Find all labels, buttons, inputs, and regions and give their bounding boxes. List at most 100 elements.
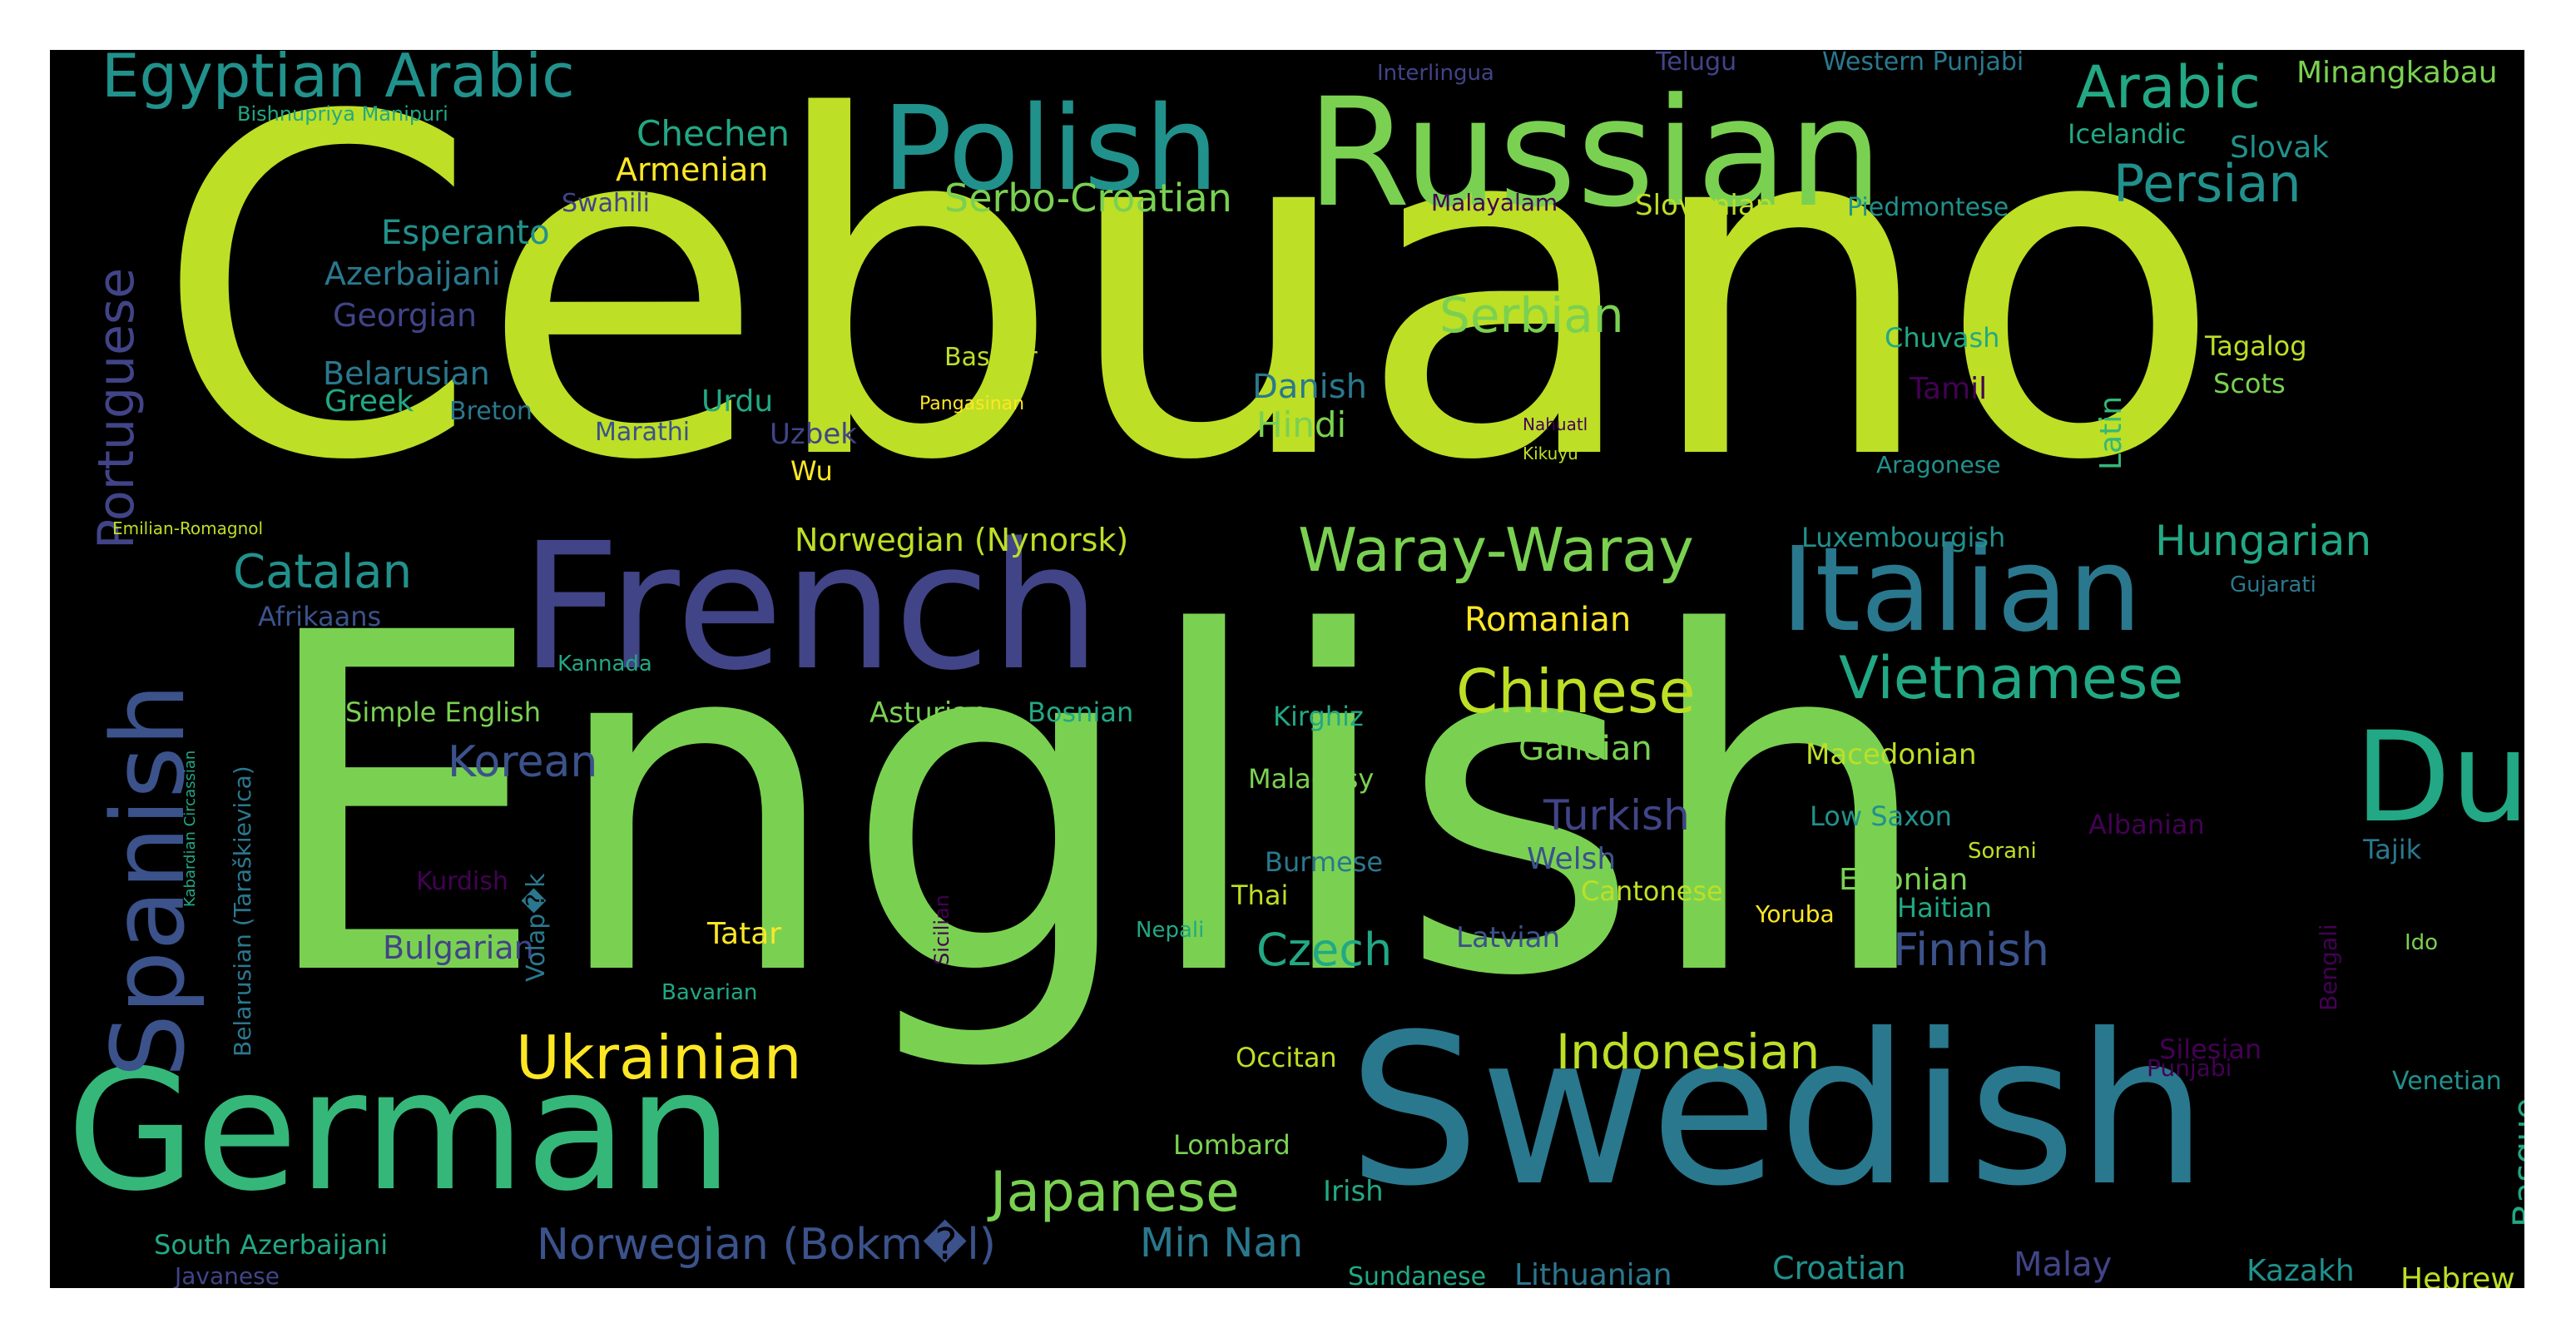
word-bishnupriya: Bishnupriya Manipuri xyxy=(237,102,448,126)
word-chechen: Chechen xyxy=(637,113,790,154)
word-venetian: Venetian xyxy=(2392,1067,2502,1096)
word-malay: Malay xyxy=(2014,1246,2113,1284)
word-norwegian-bokmal: Norwegian (Bokm�l) xyxy=(537,1220,997,1270)
word-afrikaans: Afrikaans xyxy=(258,601,382,632)
word-simple-english: Simple English xyxy=(345,696,541,728)
word-bosnian: Bosnian xyxy=(1028,696,1134,728)
word-belarusian-tarask: Belarusian (Taraškievica) xyxy=(229,766,256,1057)
word-sicilian: Sicilian xyxy=(930,894,954,965)
word-vietnamese: Vietnamese xyxy=(1839,644,2184,712)
word-south-azerbaijani: South Azerbaijani xyxy=(154,1229,389,1261)
word-hindi: Hindi xyxy=(1256,404,1347,445)
word-emilian: Emilian-Romagnol xyxy=(112,518,264,538)
word-georgian: Georgian xyxy=(333,297,478,334)
word-sundanese: Sundanese xyxy=(1348,1262,1487,1289)
word-bavarian: Bavarian xyxy=(661,980,758,1005)
word-armenian: Armenian xyxy=(616,151,769,188)
word-bengali: Bengali xyxy=(2315,924,2342,1011)
word-finnish: Finnish xyxy=(1893,924,2049,976)
word-kurdish: Kurdish xyxy=(416,867,509,896)
word-greek: Greek xyxy=(324,384,414,419)
word-korean: Korean xyxy=(448,737,598,787)
word-occitan: Occitan xyxy=(1236,1042,1337,1073)
word-macedonian: Macedonian xyxy=(1806,738,1977,771)
word-western-punjabi: Western Punjabi xyxy=(1822,50,2024,77)
word-volapuk: Volap�k xyxy=(522,873,551,982)
word-marathi: Marathi xyxy=(595,418,691,447)
word-kazakh: Kazakh xyxy=(2247,1254,2355,1288)
word-bashkir: Bashkir xyxy=(944,343,1038,372)
word-slovenian: Slovenian xyxy=(1635,189,1774,222)
word-latvian: Latvian xyxy=(1456,921,1561,954)
word-czech: Czech xyxy=(1256,924,1393,976)
word-burmese: Burmese xyxy=(1265,846,1384,878)
word-icelandic: Icelandic xyxy=(2068,118,2187,150)
word-japanese: Japanese xyxy=(990,1160,1240,1224)
word-scots: Scots xyxy=(2213,368,2286,399)
word-tagalog: Tagalog xyxy=(2205,330,2307,362)
word-breton: Breton xyxy=(449,397,533,426)
word-javanese: Javanese xyxy=(175,1262,280,1288)
word-serbo-croatian: Serbo-Croatian xyxy=(944,176,1232,221)
word-kirghiz: Kirghiz xyxy=(1273,701,1364,732)
word-catalan: Catalan xyxy=(233,545,413,599)
word-pangasinan: Pangasinan xyxy=(919,394,1025,414)
word-cloud: Cebuano English Swedish German Russian F… xyxy=(50,50,2524,1288)
word-wu: Wu xyxy=(790,455,833,487)
word-bulgarian: Bulgarian xyxy=(383,929,534,966)
word-asturian: Asturian xyxy=(869,696,988,730)
word-haitian: Haitian xyxy=(1897,892,1992,924)
word-romanian: Romanian xyxy=(1464,601,1632,639)
word-dutch: Dutch xyxy=(2355,706,2524,850)
word-thai: Thai xyxy=(1231,880,1289,911)
word-luxembourgish: Luxembourgish xyxy=(1801,522,2006,553)
word-urdu: Urdu xyxy=(701,384,774,419)
word-hungarian: Hungarian xyxy=(2155,517,2372,565)
word-irish: Irish xyxy=(1323,1175,1384,1208)
word-aragonese: Aragonese xyxy=(1876,451,2001,478)
word-lithuanian: Lithuanian xyxy=(1514,1258,1672,1289)
word-polish: Polish xyxy=(882,82,1219,217)
word-latin: Latin xyxy=(2094,395,2128,470)
word-persian: Persian xyxy=(2113,153,2301,214)
word-italian: Italian xyxy=(1781,523,2143,658)
word-welsh: Welsh xyxy=(1527,842,1617,876)
word-norwegian-nynorsk: Norwegian (Nynorsk) xyxy=(795,522,1129,558)
word-turkish: Turkish xyxy=(1543,791,1690,840)
word-kabardian: Kabardian Circassian xyxy=(181,750,199,907)
word-ido: Ido xyxy=(2405,930,2439,955)
word-danish: Danish xyxy=(1252,368,1367,406)
word-interlingua: Interlingua xyxy=(1377,61,1494,86)
word-cebuano: Cebuano xyxy=(154,50,2223,562)
word-galician: Galician xyxy=(1518,730,1652,768)
word-croatian: Croatian xyxy=(1772,1250,1906,1286)
word-albanian: Albanian xyxy=(2088,809,2205,840)
word-basque: Basque xyxy=(2505,1098,2524,1227)
word-hebrew: Hebrew xyxy=(2400,1262,2515,1289)
word-min-nan: Min Nan xyxy=(1140,1220,1304,1266)
word-belarusian: Belarusian xyxy=(323,355,490,392)
word-slovak: Slovak xyxy=(2230,131,2330,165)
word-azerbaijani: Azerbaijani xyxy=(324,255,501,292)
word-russian: Russian xyxy=(1306,67,1884,240)
word-kannada: Kannada xyxy=(557,652,652,676)
word-tamil: Tamil xyxy=(1910,372,1988,406)
word-chinese: Chinese xyxy=(1456,657,1696,726)
word-estonian: Estonian xyxy=(1839,863,1969,897)
word-ukrainian: Ukrainian xyxy=(516,1023,802,1093)
word-nahuatl: Nahuatl xyxy=(1523,414,1588,434)
word-cantonese: Cantonese xyxy=(1581,875,1723,907)
word-portuguese: Portuguese xyxy=(87,267,146,549)
word-english: English xyxy=(254,536,1937,1078)
word-malayalam: Malayalam xyxy=(1431,189,1558,216)
word-telugu: Telugu xyxy=(1656,50,1737,77)
word-serbian: Serbian xyxy=(1439,287,1624,344)
word-kikuyu: Kikuyu xyxy=(1523,444,1578,463)
word-chuvash: Chuvash xyxy=(1885,322,2000,354)
word-punjabi: Punjabi xyxy=(2147,1054,2232,1082)
word-tajik: Tajik xyxy=(2363,834,2422,865)
word-esperanto: Esperanto xyxy=(381,214,550,252)
word-nepali: Nepali xyxy=(1136,918,1205,943)
word-piedmontese: Piedmontese xyxy=(1847,193,2009,222)
word-egyptian-arabic: Egyptian Arabic xyxy=(102,50,575,111)
